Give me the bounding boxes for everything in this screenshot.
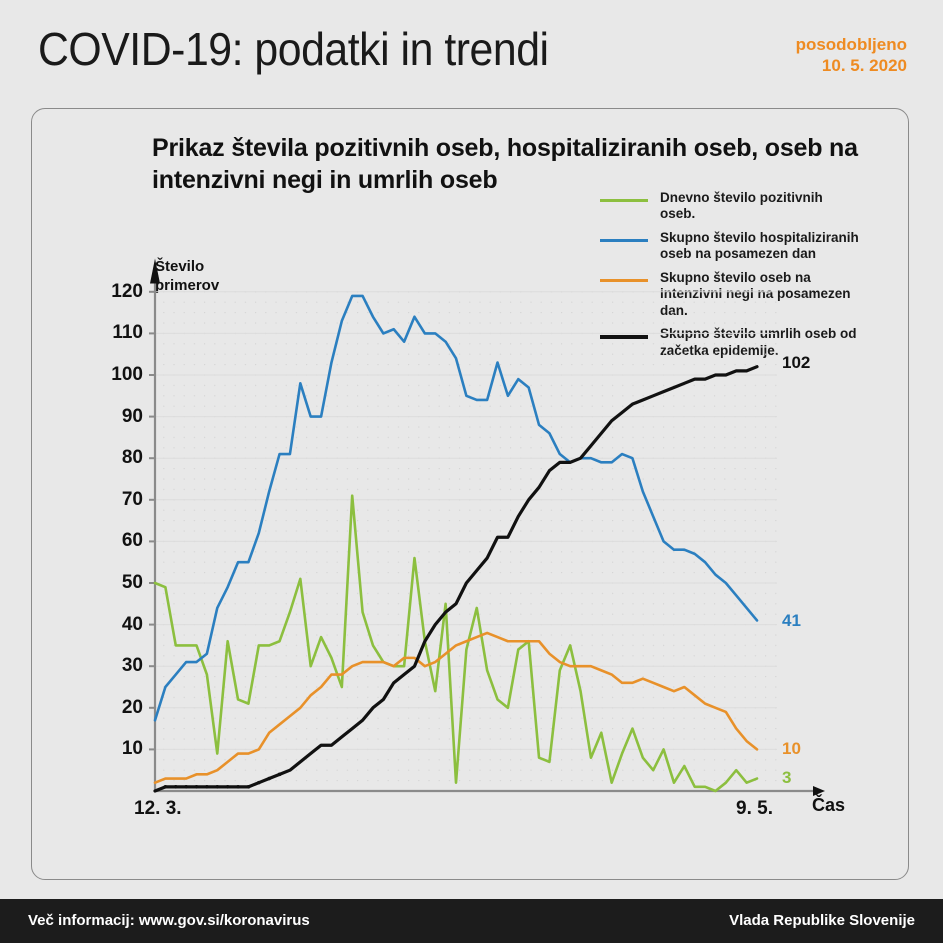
updated-label: posodobljeno <box>795 35 907 54</box>
x-axis-start-label: 12. 3. <box>134 798 182 819</box>
end-label-hospitalized: 41 <box>782 611 801 630</box>
legend-swatch-hospitalized-icon <box>600 238 648 242</box>
legend-item-icu: Skupno število oseb na intenzivni negi n… <box>600 270 860 319</box>
legend-swatch-deaths-icon <box>600 335 648 340</box>
legend-swatch-icu-icon <box>600 278 648 282</box>
updated-date: 10. 5. 2020 <box>821 56 907 76</box>
legend-item-hospitalized: Skupno število hospitaliziranih oseb na … <box>600 230 860 263</box>
y-axis-tick-label: 20 <box>121 696 143 718</box>
footer-org: Vlada Republike Slovenije <box>729 912 915 929</box>
y-axis-tick-label: 120 <box>111 280 143 302</box>
footer-info-link[interactable]: Več informacij: www.gov.si/koronavirus <box>28 912 310 929</box>
end-label-deaths: 102 <box>782 353 811 372</box>
legend-label-icu: Skupno število oseb na intenzivni negi n… <box>660 269 851 318</box>
y-axis-tick-label: 40 <box>121 613 143 635</box>
x-axis-title: Čas <box>812 795 846 815</box>
y-axis-tick-label: 60 <box>121 530 143 552</box>
chart-legend: Dnevno število pozitivnih oseb. Skupno š… <box>600 190 860 366</box>
chart-title: Prikaz števila pozitivnih oseb, hospital… <box>152 134 858 194</box>
y-axis-title: Število primerov <box>155 258 219 296</box>
end-label-positive: 3 <box>782 768 792 787</box>
y-axis-tick-label: 110 <box>112 322 143 344</box>
y-axis-tick-label: 30 <box>121 655 143 677</box>
y-axis-ticks: 10 20 30 40 50 60 70 80 90 100 110 120 <box>95 0 143 943</box>
y-axis-tick-label: 70 <box>121 488 143 510</box>
end-label-icu: 10 <box>782 739 801 758</box>
page-title: COVID-19: podatki in trendi <box>38 23 549 75</box>
y-axis-title-line2: primerov <box>155 276 220 294</box>
legend-label-positive: Dnevno število pozitivnih oseb. <box>660 190 823 222</box>
y-axis-title-line1: Število <box>155 258 205 275</box>
y-axis-tick-label: 50 <box>121 572 143 593</box>
last-updated: posodobljeno 10. 5. 2020 <box>796 34 907 77</box>
legend-item-positive: Dnevno število pozitivnih oseb. <box>600 190 860 223</box>
page-header: COVID-19: podatki in trendi posodobljeno… <box>0 0 943 100</box>
y-axis-tick-label: 100 <box>111 364 143 385</box>
legend-item-deaths: Skupno število umrlih oseb od začetka ep… <box>600 326 860 359</box>
y-axis-tick-label: 10 <box>121 738 143 760</box>
legend-label-hospitalized: Skupno število hospitaliziranih oseb na … <box>660 229 859 262</box>
y-axis-tick-label: 90 <box>121 405 143 427</box>
page-footer: Več informacij: www.gov.si/koronavirus V… <box>0 899 943 943</box>
x-axis-end-label: 9. 5. <box>736 798 773 819</box>
legend-label-deaths: Skupno število umrlih oseb od začetka ep… <box>660 326 857 358</box>
y-axis-tick-label: 80 <box>121 447 143 469</box>
legend-swatch-positive-icon <box>600 199 648 202</box>
